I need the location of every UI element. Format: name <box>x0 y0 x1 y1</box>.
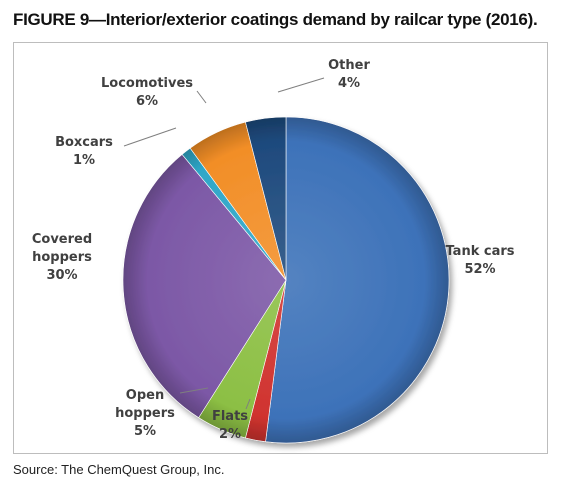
leader-lines <box>123 77 325 410</box>
pie-label-name-line: Other <box>328 58 370 73</box>
pie-label-value: 5% <box>134 424 156 439</box>
leader-line-boxcars <box>123 127 177 147</box>
pie-labels: Tank cars 52% Flats 2% Open hoppers 5% Covered h… <box>32 58 515 442</box>
pie-label-open-hoppers: Open hoppers 5% <box>115 388 175 439</box>
pie-label-tank-cars: Tank cars 52% <box>445 244 514 277</box>
figure-title: FIGURE 9—Interior/exterior coatings dema… <box>13 10 538 29</box>
chart-frame: Tank cars 52% Flats 2% Open hoppers 5% Covered h… <box>13 42 548 454</box>
pie-label-value: 30% <box>46 268 77 283</box>
pie-label-name-line: hoppers <box>32 250 92 265</box>
pie-slice-other <box>245 116 287 281</box>
pie-label-value: 52% <box>464 262 495 277</box>
leader-line-other <box>277 77 325 93</box>
pie-label-name-line: Covered <box>32 232 92 247</box>
pie-slice-tank-cars <box>265 116 450 444</box>
pie-label-locomotives: Locomotives 6% <box>101 76 193 109</box>
pie-label-value: 6% <box>136 94 158 109</box>
pie-label-name-line: Locomotives <box>101 76 193 91</box>
leader-line-flats <box>245 398 251 410</box>
pie-slice-covered-hoppers <box>122 153 287 419</box>
pie-label-name-line: hoppers <box>115 406 175 421</box>
pie-slices <box>122 116 450 444</box>
pie-label-value: 4% <box>338 76 360 91</box>
source-note: Source: The ChemQuest Group, Inc. <box>13 462 225 477</box>
pie-label-flats: Flats 2% <box>212 409 248 442</box>
leader-line-locomotives <box>196 90 207 104</box>
leader-line-open-hoppers <box>179 387 209 394</box>
pie-label-value: 1% <box>73 153 95 168</box>
pie-label-name-line: Flats <box>212 409 248 424</box>
pie-label-name-line: Open <box>126 388 164 403</box>
pie-label-boxcars: Boxcars 1% <box>55 135 113 168</box>
pie-chart: Tank cars 52% Flats 2% Open hoppers 5% Covered h… <box>32 58 515 444</box>
pie-label-other: Other 4% <box>328 58 370 91</box>
pie-label-value: 2% <box>219 427 241 442</box>
pie-label-name-line: Boxcars <box>55 135 113 150</box>
pie-label-covered-hoppers: Covered hoppers 30% <box>32 232 92 283</box>
pie-label-name-line: Tank cars <box>445 244 514 259</box>
